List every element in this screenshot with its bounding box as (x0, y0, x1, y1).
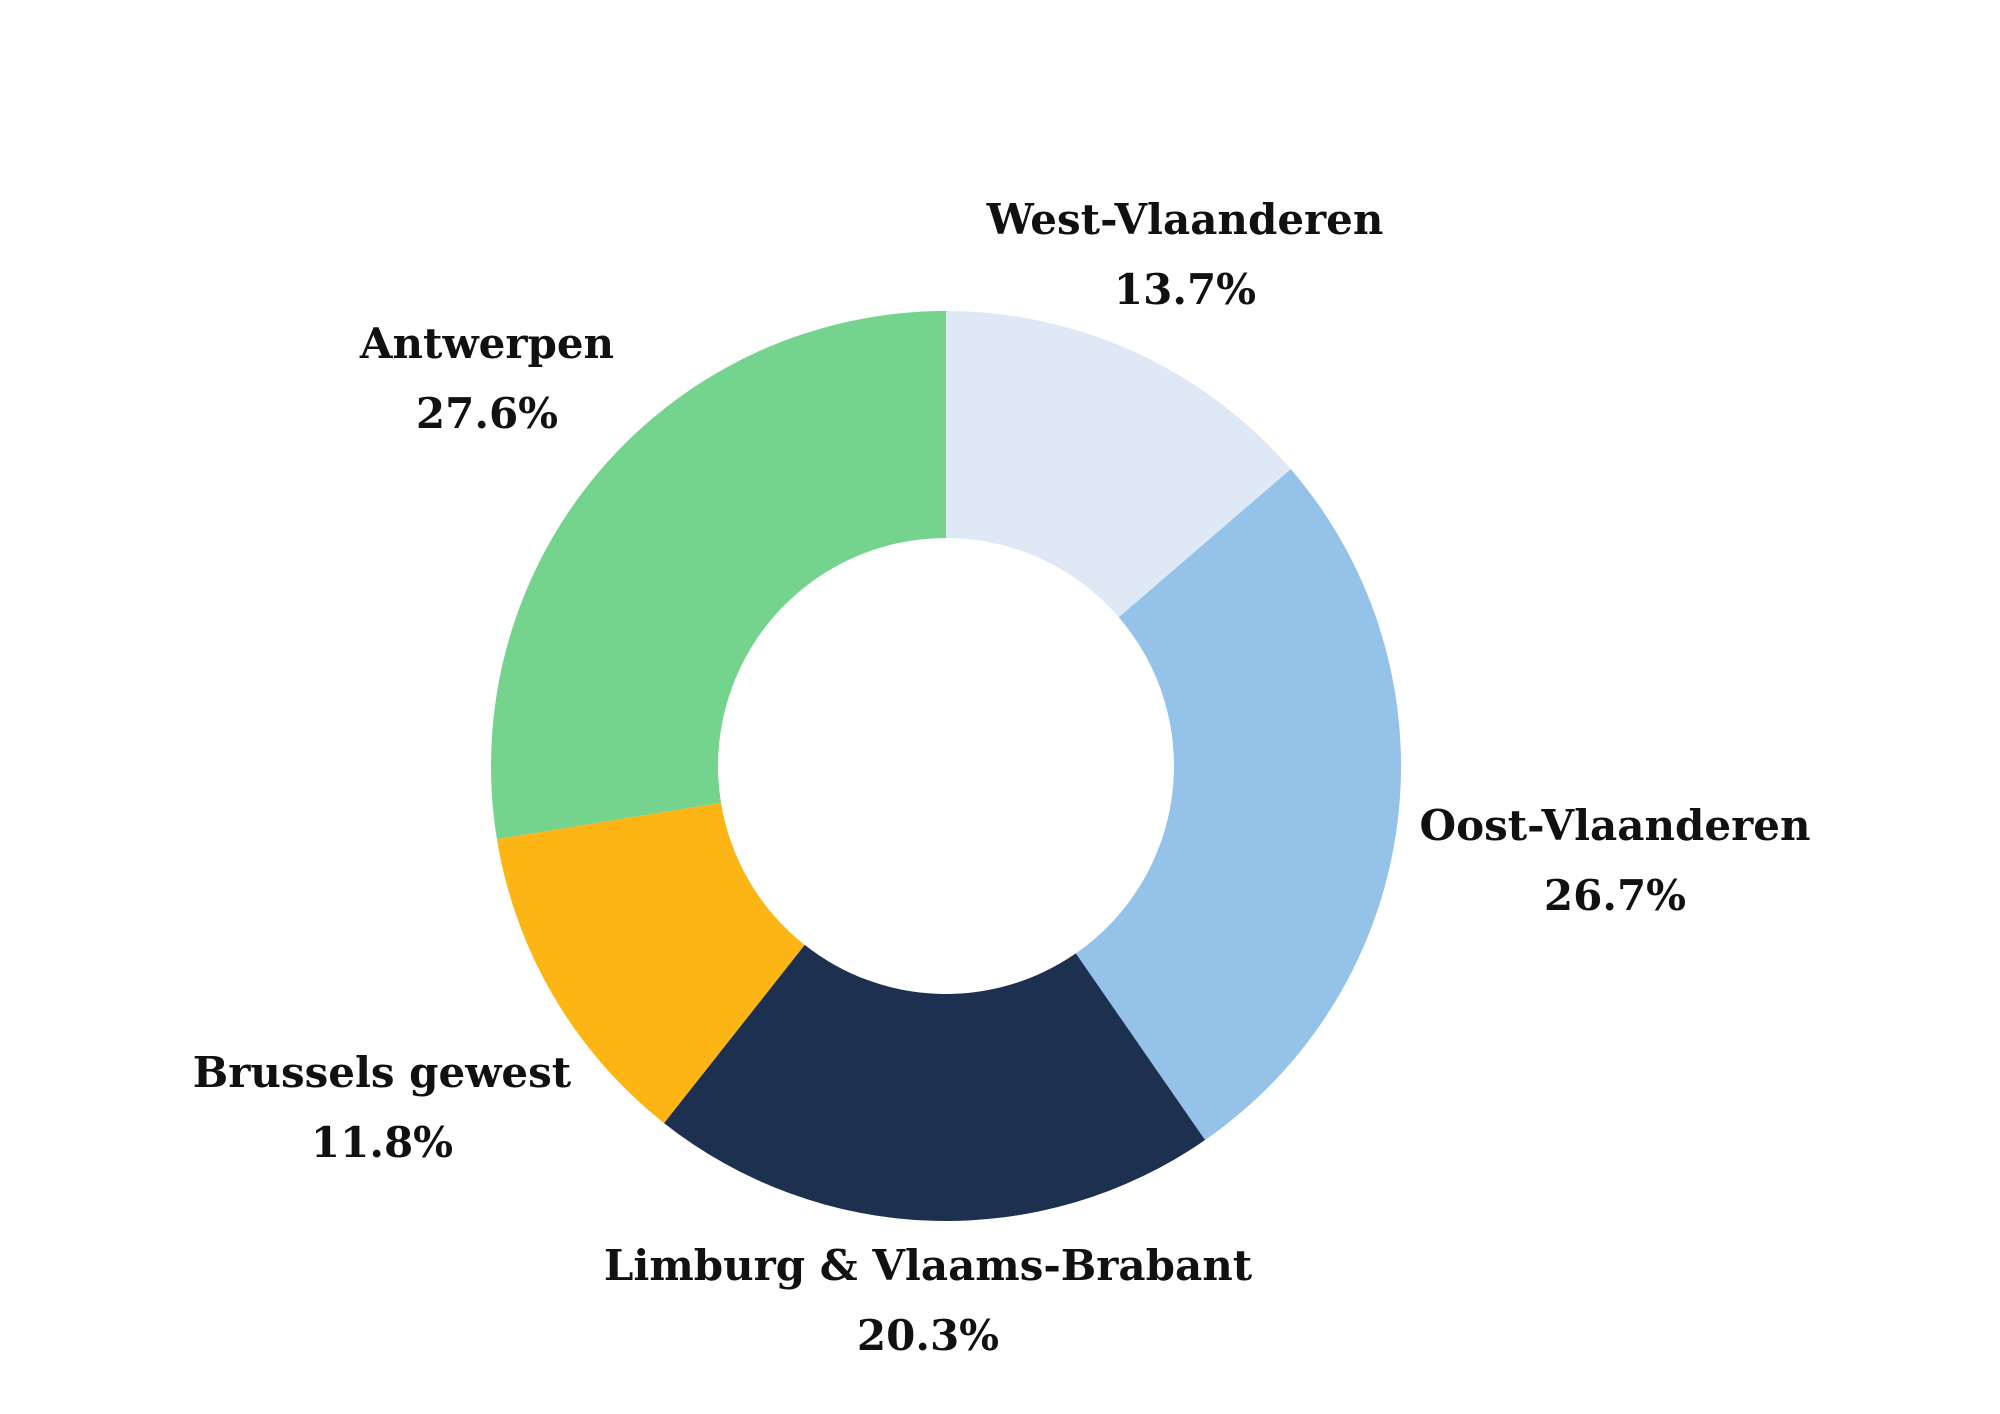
donut-slices (491, 311, 1402, 1222)
slice-labels: West-Vlaanderen 13.7% Oost-Vlaanderen 26.7%… (193, 195, 1811, 1360)
slice-label-antwerpen: Antwerpen (359, 319, 614, 368)
slice-label-limburg-and-vlaams-brabant: Limburg & Vlaams-Brabant (604, 1241, 1253, 1290)
slice-label-brussels-gewest: Brussels gewest (193, 1048, 572, 1097)
slice-label-west-vlaanderen: West-Vlaanderen (986, 195, 1384, 244)
slice-value-oost-vlaanderen: 26.7% (1544, 871, 1686, 920)
slice-value-brussels-gewest: 11.8% (311, 1118, 453, 1167)
slice-value-west-vlaanderen: 13.7% (1114, 265, 1256, 314)
slice-brussels-gewest (496, 802, 805, 1124)
slice-antwerpen (491, 311, 946, 840)
slice-value-limburg-and-vlaams-brabant: 20.3% (857, 1311, 999, 1360)
slice-limburg-and-vlaams-brabant (663, 944, 1206, 1222)
slice-label-oost-vlaanderen: Oost-Vlaanderen (1419, 801, 1810, 850)
slice-value-antwerpen: 27.6% (416, 389, 558, 438)
slice-oost-vlaanderen (1075, 469, 1402, 1141)
slice-west-vlaanderen (946, 311, 1291, 618)
